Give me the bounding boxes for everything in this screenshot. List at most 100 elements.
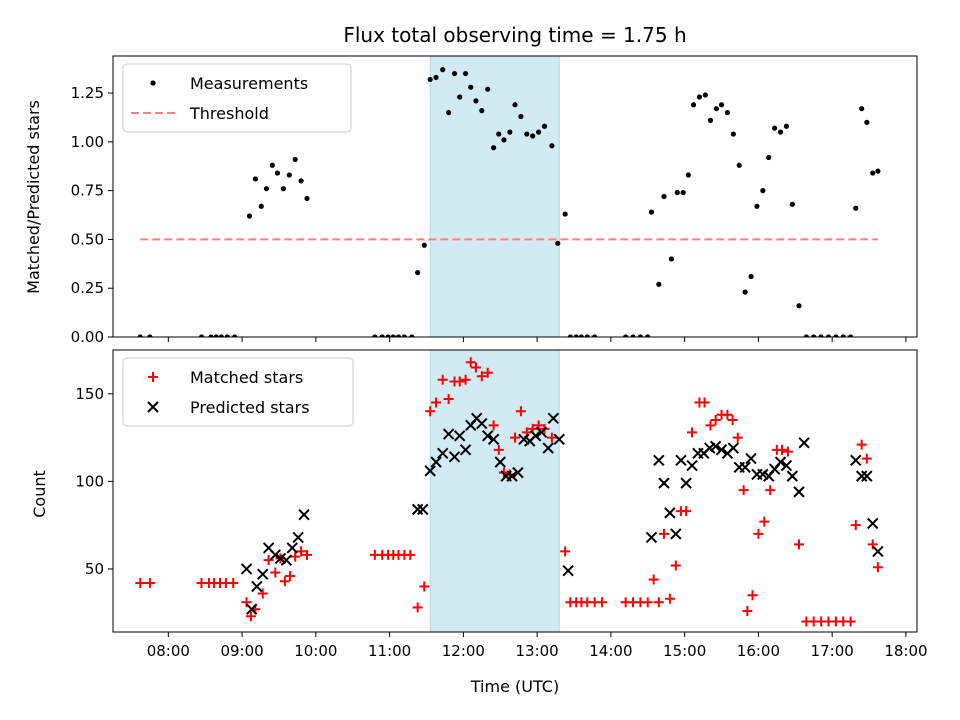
data-point (681, 506, 692, 517)
data-point (468, 84, 474, 90)
data-point (584, 334, 590, 337)
data-point (867, 539, 878, 550)
data-point (664, 507, 676, 519)
data-point (774, 456, 787, 468)
data-point (793, 486, 805, 498)
data-point (536, 129, 542, 135)
data-point (251, 580, 263, 593)
data-point (848, 334, 854, 337)
data-point (789, 201, 795, 207)
data-point (269, 549, 281, 561)
data-point (562, 564, 574, 577)
data-point (228, 577, 239, 588)
data-point (292, 531, 304, 544)
data-point (653, 454, 665, 467)
data-point (476, 371, 487, 382)
data-point (535, 426, 548, 439)
data-point (415, 270, 421, 276)
data-point (709, 440, 722, 453)
data-point (286, 542, 298, 554)
data-point (759, 516, 770, 527)
data-point (670, 560, 681, 571)
data-point (501, 137, 507, 143)
data-point (727, 415, 738, 426)
data-point (645, 531, 658, 544)
data-point (430, 456, 442, 468)
data-point (754, 203, 760, 209)
data-point (855, 470, 868, 482)
data-point (218, 334, 225, 337)
data-point (553, 433, 565, 446)
legend-label: Predicted stars (190, 398, 310, 417)
y-tick-label: 50 (85, 560, 104, 578)
data-point (722, 409, 733, 420)
data-point (648, 574, 659, 585)
x-tick-label: 16:00 (737, 642, 780, 660)
data-point (690, 102, 697, 108)
axes-frame (112, 55, 918, 338)
data-point (861, 470, 873, 482)
y-axis-label-top: Matched/Predicted stars (24, 100, 43, 294)
data-point (453, 430, 466, 442)
data-point (567, 334, 573, 337)
data-point (401, 334, 407, 337)
data-point (213, 334, 219, 337)
data-point (298, 178, 304, 184)
data-point (496, 131, 502, 137)
data-point (290, 551, 301, 562)
data-point (736, 162, 742, 168)
x-tick-label: 13:00 (516, 642, 559, 660)
data-point (485, 86, 491, 92)
data-point (664, 593, 675, 604)
data-point (739, 461, 751, 474)
plot-area (135, 357, 884, 627)
data-point (285, 570, 296, 581)
legend: Matched stars Predicted stars (122, 357, 354, 427)
data-point (208, 334, 214, 337)
legend-marker (150, 80, 156, 86)
data-point (454, 376, 465, 387)
data-point (630, 334, 636, 337)
data-point (547, 412, 560, 425)
data-point (680, 189, 686, 196)
data-point (707, 117, 714, 123)
x-tick-label: 09:00 (220, 642, 263, 660)
data-point (782, 446, 793, 457)
data-point (685, 172, 691, 178)
data-point (668, 256, 674, 262)
top-panel: 0.00 0.25 0.50 0.75 1.00 1.25 Measurements Thre… (71, 55, 918, 346)
data-point (542, 442, 554, 454)
y-tick-label: 0.25 (71, 279, 104, 297)
data-point (246, 213, 253, 219)
data-point (462, 70, 469, 77)
data-point (555, 240, 561, 246)
legend-label: Measurements (190, 74, 308, 93)
data-point (765, 485, 776, 496)
plot-area (137, 67, 881, 337)
data-point (425, 406, 436, 417)
data-point (798, 437, 810, 449)
data-point (431, 397, 442, 408)
data-point (872, 562, 883, 573)
data-point (766, 154, 772, 161)
data-point (470, 362, 481, 373)
data-point (488, 420, 499, 431)
data-point (592, 334, 598, 337)
data-point (840, 334, 846, 337)
data-point (442, 428, 455, 440)
data-point (240, 563, 253, 575)
data-point (257, 568, 269, 580)
data-point (440, 67, 446, 73)
y-tick-label: 150 (75, 385, 104, 403)
data-point (747, 590, 758, 601)
data-point (292, 156, 298, 163)
x-tick-label: 18:00 (884, 642, 927, 660)
series-measurements (137, 67, 881, 337)
data-point (473, 98, 479, 104)
data-point (524, 131, 530, 137)
data-point (696, 94, 703, 100)
data-point (715, 444, 728, 456)
data-point (861, 453, 872, 464)
data-point (515, 406, 526, 417)
data-point (656, 281, 662, 287)
